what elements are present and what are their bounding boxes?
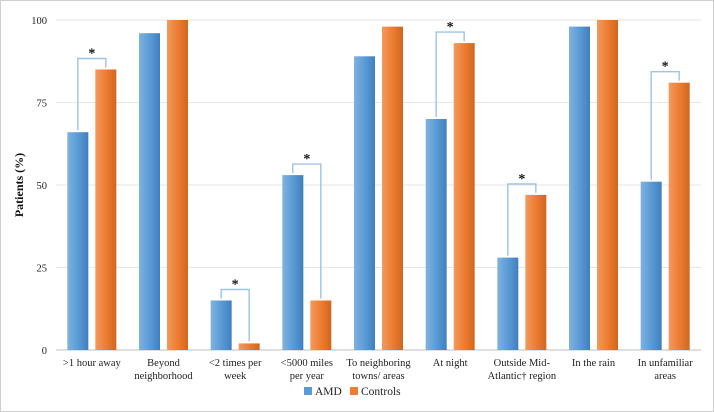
y-tick-label: 25 [37,264,48,275]
significance-bracket [77,57,107,131]
significance-star: * [303,152,310,167]
bar-amd [210,300,232,350]
legend-swatch [304,387,312,395]
y-axis-ticks: 0 25 50 75 100 [31,16,47,357]
significance-bracket [650,71,680,180]
significance-star: * [447,20,454,35]
bar-controls [525,194,547,350]
significance-bracket [292,163,322,299]
x-tick-label: <2 times per week [209,358,262,382]
bar-amd [569,26,590,350]
bar-controls [382,26,403,350]
significance-star: * [88,47,95,62]
legend-label: AMD [315,386,342,398]
x-axis-labels: >1 hour away Beyond neighborhood <2 times p… [63,358,693,382]
x-tick-label: To neighboring towns/ areas [346,358,411,382]
legend-swatch [350,387,358,395]
bar-amd [425,119,447,350]
significance-bracket [435,31,465,117]
bar-controls [238,343,260,350]
significance-bracket [220,288,250,342]
legend: AMD Controls [304,386,401,398]
significance-star: * [232,278,239,293]
bar-amd [282,175,304,350]
bar-controls [95,69,117,350]
bar-controls [597,20,618,350]
bar-controls [310,300,332,350]
y-tick-label: 100 [31,16,47,27]
y-tick-label: 75 [37,99,48,110]
legend-label: Controls [361,386,401,398]
y-tick-label: 0 [42,346,47,357]
x-tick-label: In the rain [572,358,616,369]
significance-star: * [518,172,525,187]
bars [67,20,690,351]
bar-controls [668,82,690,350]
y-axis-label: Patients (%) [12,153,26,217]
bar-amd [497,257,519,350]
x-tick-label: Beyond neighborhood [134,358,193,382]
y-tick-label: 50 [37,181,48,192]
x-tick-label: >1 hour away [63,358,122,369]
bar-amd [640,181,662,350]
significance-bracket [507,183,537,256]
gridlines [56,19,701,351]
bar-controls [453,43,475,350]
bar-controls [167,20,188,350]
bar-amd [67,132,89,350]
x-tick-label: At night [433,358,468,369]
significance-star: * [662,60,669,75]
x-tick-label: In unfamiliar areas [638,358,694,382]
bar-amd [354,56,375,351]
bar-amd [139,33,160,350]
x-tick-label: Outside Mid-Atlantic† region [488,358,557,382]
x-tick-label: <5000 miles per year [281,358,333,382]
significance-brackets: * * * * * * [77,20,680,342]
